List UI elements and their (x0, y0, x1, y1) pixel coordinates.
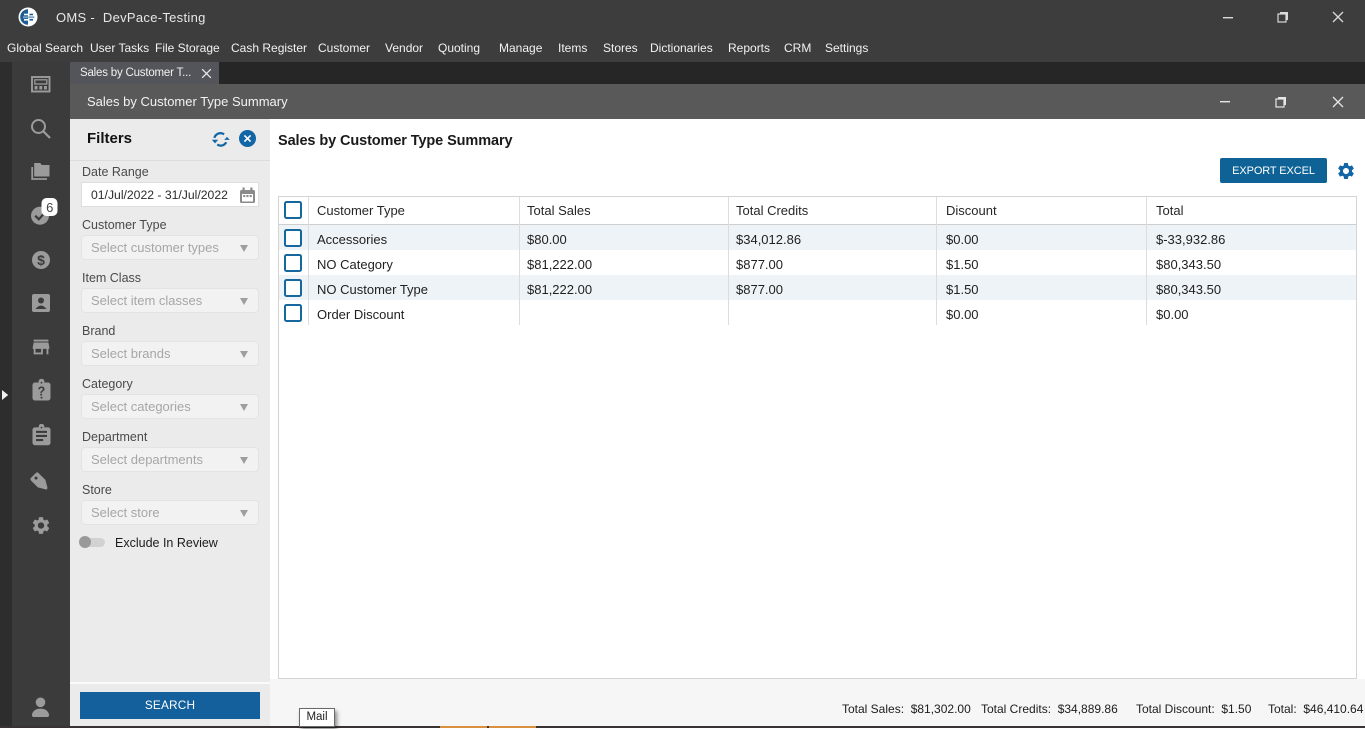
svg-text:$: $ (37, 252, 45, 268)
svg-text:6: 6 (46, 200, 53, 215)
svg-text:?: ? (38, 385, 46, 399)
